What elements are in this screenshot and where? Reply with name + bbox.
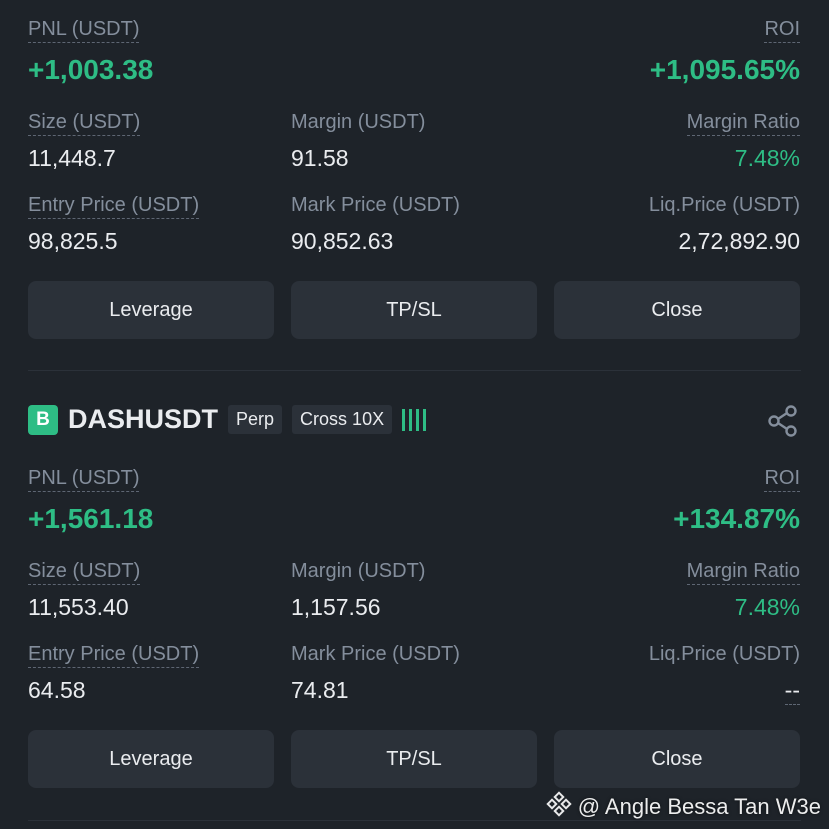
mark-price-value: 90,852.63	[291, 228, 394, 254]
margin-ratio-value: 7.48%	[734, 594, 800, 620]
pnl-value: +1,003.38	[28, 54, 154, 85]
buy-badge: B	[28, 404, 58, 435]
mark-price-value: 74.81	[291, 677, 349, 703]
entry-price-value: 98,825.5	[28, 228, 118, 254]
margin-label: Margin (USDT)	[291, 111, 426, 133]
entry-price-label: Entry Price (USDT)	[28, 194, 200, 219]
liq-price-label: Liq.Price (USDT)	[648, 643, 800, 665]
entry-price-value: 64.58	[28, 677, 86, 703]
liq-price-value: --	[784, 677, 800, 705]
pnl-label: PNL (USDT)	[28, 18, 140, 43]
close-button[interactable]: Close	[554, 730, 800, 788]
perp-tag: Perp	[228, 405, 283, 434]
binance-square-logo-icon	[546, 791, 572, 823]
margin-ratio-label: Margin Ratio	[686, 560, 800, 585]
margin-ratio-value: 7.48%	[734, 145, 800, 171]
roi-label: ROI	[764, 18, 800, 43]
entry-price-label: Entry Price (USDT)	[28, 643, 200, 668]
leverage-button[interactable]: Leverage	[28, 730, 274, 788]
margin-mode-tag[interactable]: Cross 10X	[292, 405, 393, 434]
watermark: @ Angle Bessa Tan W3e	[546, 791, 821, 823]
tpsl-button[interactable]: TP/SL	[291, 281, 537, 339]
close-button[interactable]: Close	[554, 281, 800, 339]
size-label: Size (USDT)	[28, 111, 141, 136]
watermark-text: @ Angle Bessa Tan W3e	[577, 794, 821, 819]
roi-value: +134.87%	[673, 503, 800, 534]
size-label: Size (USDT)	[28, 560, 141, 585]
pnl-value: +1,561.18	[28, 503, 154, 534]
liq-price-label: Liq.Price (USDT)	[648, 194, 800, 216]
share-icon[interactable]	[766, 404, 800, 438]
symbol-name[interactable]: DASHUSDT	[68, 404, 219, 434]
mark-price-label: Mark Price (USDT)	[291, 643, 460, 665]
divider	[28, 370, 801, 371]
margin-label: Margin (USDT)	[291, 560, 426, 582]
size-value: 11,553.40	[28, 594, 129, 620]
leverage-button[interactable]: Leverage	[28, 281, 274, 339]
position-header: B DASHUSDT Perp Cross 10X	[28, 404, 427, 435]
margin-ratio-label: Margin Ratio	[686, 111, 800, 136]
pnl-label: PNL (USDT)	[28, 467, 140, 492]
roi-value: +1,095.65%	[649, 54, 800, 85]
mark-price-label: Mark Price (USDT)	[291, 194, 460, 216]
roi-label: ROI	[764, 467, 800, 492]
tpsl-button[interactable]: TP/SL	[291, 730, 537, 788]
margin-value: 1,157.56	[291, 594, 381, 620]
adl-indicator-icon	[402, 408, 427, 431]
margin-value: 91.58	[291, 145, 349, 171]
divider	[28, 820, 801, 821]
size-value: 11,448.7	[28, 145, 116, 171]
liq-price-value: 2,72,892.90	[678, 228, 800, 254]
